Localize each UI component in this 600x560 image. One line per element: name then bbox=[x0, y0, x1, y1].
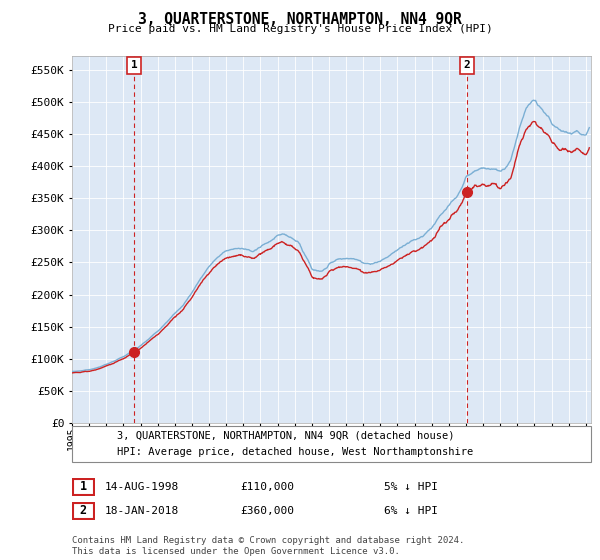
Text: 2: 2 bbox=[463, 60, 470, 70]
Text: 3, QUARTERSTONE, NORTHAMPTON, NN4 9QR (detached house): 3, QUARTERSTONE, NORTHAMPTON, NN4 9QR (d… bbox=[117, 431, 455, 441]
Text: Price paid vs. HM Land Registry's House Price Index (HPI): Price paid vs. HM Land Registry's House … bbox=[107, 24, 493, 34]
Text: £110,000: £110,000 bbox=[240, 482, 294, 492]
Text: £360,000: £360,000 bbox=[240, 506, 294, 516]
Text: 1: 1 bbox=[80, 480, 87, 493]
Text: 2: 2 bbox=[80, 504, 87, 517]
Text: Contains HM Land Registry data © Crown copyright and database right 2024.
This d: Contains HM Land Registry data © Crown c… bbox=[72, 536, 464, 556]
Text: 6% ↓ HPI: 6% ↓ HPI bbox=[384, 506, 438, 516]
Text: 1: 1 bbox=[131, 60, 137, 70]
Text: 5% ↓ HPI: 5% ↓ HPI bbox=[384, 482, 438, 492]
Text: 18-JAN-2018: 18-JAN-2018 bbox=[105, 506, 179, 516]
Text: HPI: Average price, detached house, West Northamptonshire: HPI: Average price, detached house, West… bbox=[117, 447, 473, 457]
Text: 14-AUG-1998: 14-AUG-1998 bbox=[105, 482, 179, 492]
Text: 3, QUARTERSTONE, NORTHAMPTON, NN4 9QR: 3, QUARTERSTONE, NORTHAMPTON, NN4 9QR bbox=[138, 12, 462, 27]
